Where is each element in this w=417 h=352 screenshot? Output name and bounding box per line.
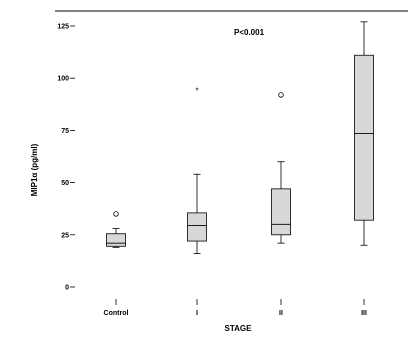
outlier-star: * [195,87,198,96]
outlier-circle [278,92,284,98]
x-tick-label: III [361,310,367,317]
x-tick-label: Control [104,310,129,317]
y-tick-label: 75 [61,128,69,135]
x-tick-label: II [279,310,283,317]
iqr-box [106,233,126,247]
box-ii [271,92,291,244]
x-axis-label: STAGE [225,324,253,333]
y-axis-label: MIP1α (pg/ml) [30,143,39,196]
p-value-annotation: P<0.001 [234,28,265,37]
iqr-box [187,212,207,242]
y-axis: 0 25 50 75 100 125 [57,24,75,292]
box-i: * [187,87,207,254]
iqr-box [354,54,374,221]
outlier-circle [113,211,119,217]
y-tick-label: 125 [57,24,69,31]
x-tick-label: I [196,310,198,317]
box-series: * [106,21,374,254]
box-control [106,211,126,248]
box-iii [354,21,374,246]
y-tick-label: 0 [65,285,69,292]
y-tick-label: 100 [57,76,69,83]
x-axis: Control I II III [104,299,367,317]
y-tick-label: 50 [61,180,69,187]
y-tick-label: 25 [61,232,69,239]
iqr-box [271,188,291,236]
